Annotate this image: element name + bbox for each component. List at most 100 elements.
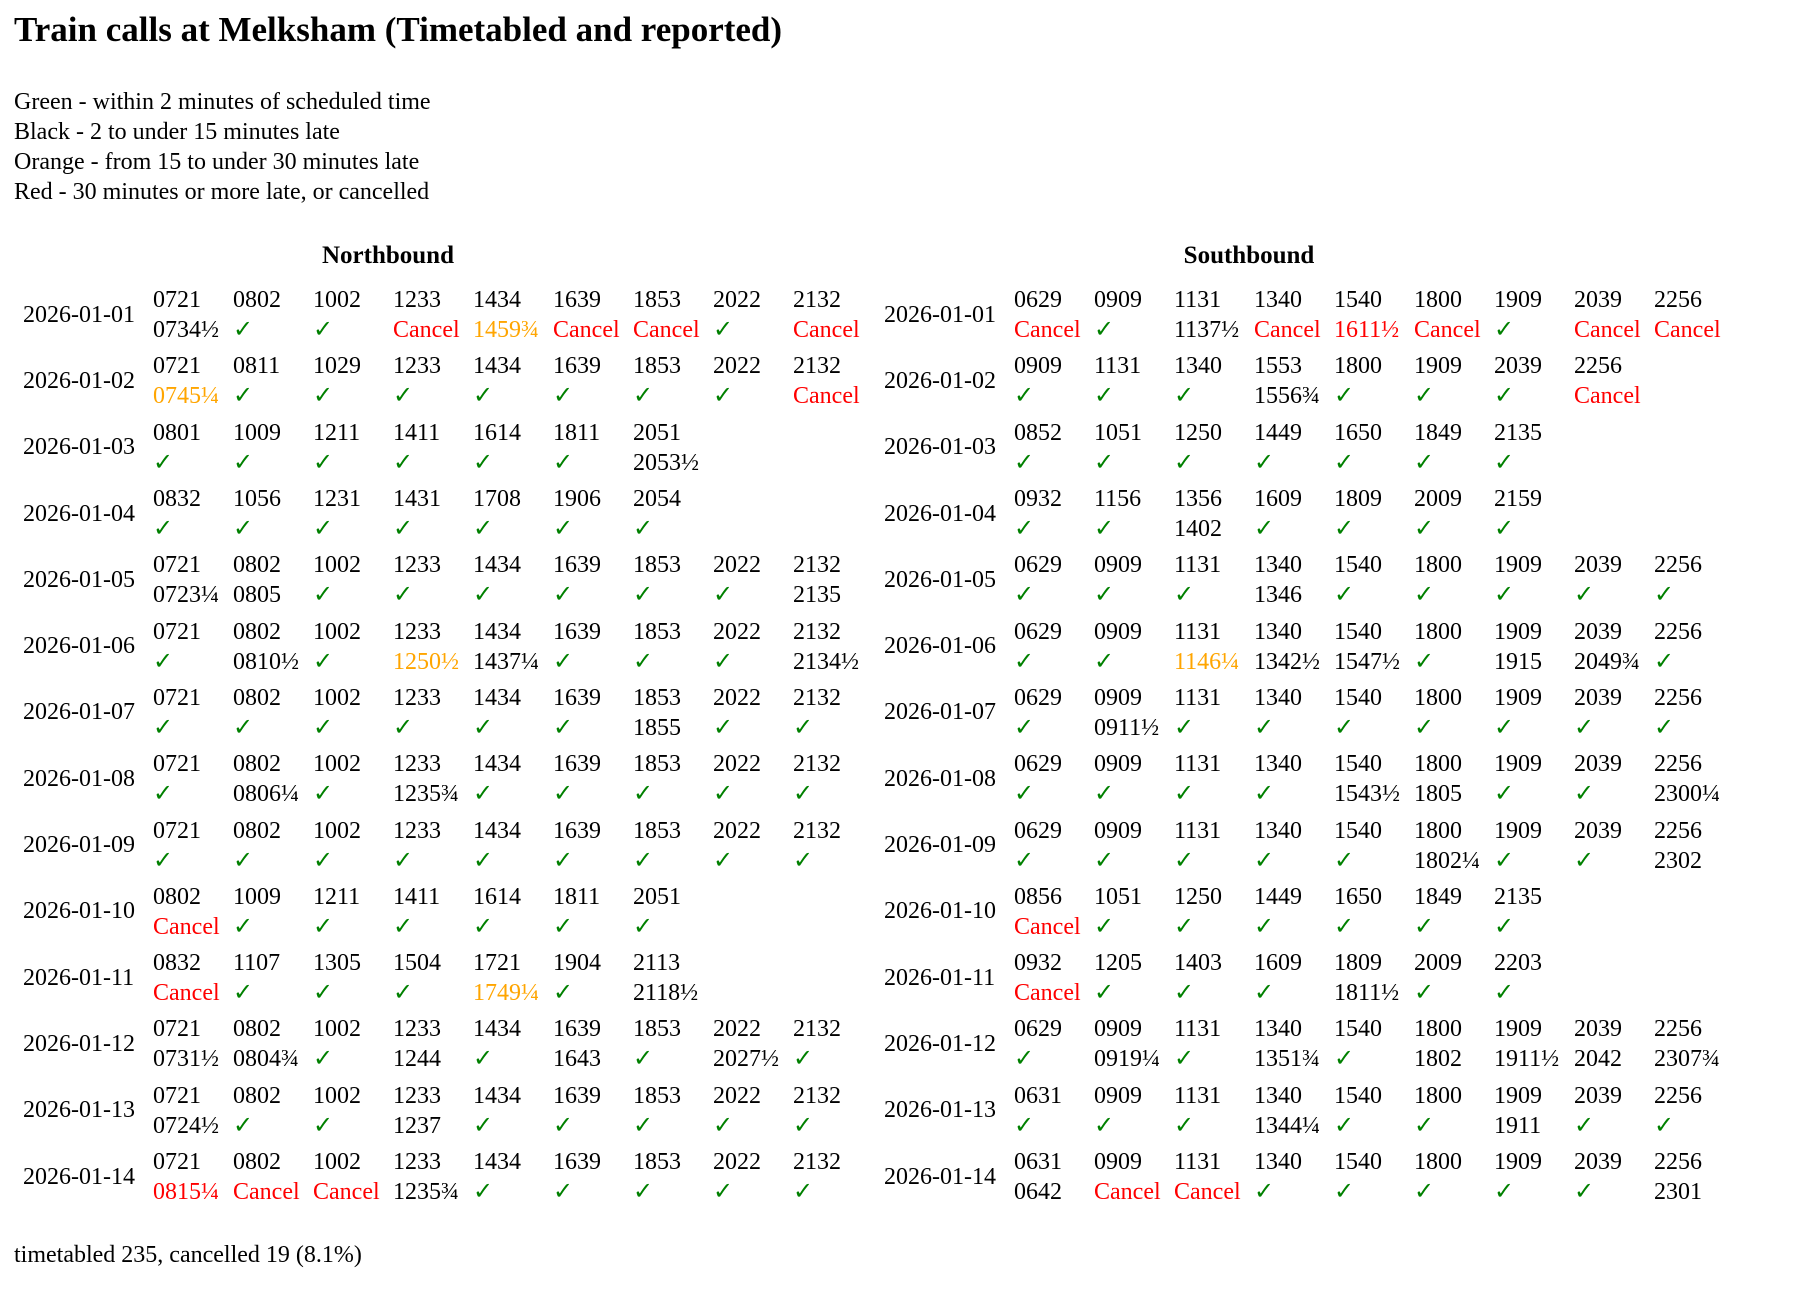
- reported-status: 0815¼: [153, 1179, 219, 1205]
- day-row: 2026-01-14 0721 0815¼ 0802 Cancel 1002 Cancel 1…: [23, 1144, 873, 1210]
- scheduled-time: 1434: [473, 552, 521, 579]
- train-call: 1029 ✓: [313, 351, 393, 411]
- train-call: 0932 Cancel: [1014, 948, 1094, 1008]
- reported-status: ✓: [1174, 714, 1195, 741]
- day-row: 2026-01-03 0801 ✓ 1009 ✓ 1211 ✓ 1411 ✓ 1614 ✓ 1811 ✓…: [23, 415, 873, 481]
- scheduled-time: 2113: [633, 950, 681, 977]
- reported-status: ✓: [313, 516, 334, 543]
- reported-status: ✓: [793, 781, 814, 808]
- train-call: 1708 ✓: [473, 484, 553, 544]
- scheduled-time: 2009: [1414, 950, 1462, 977]
- reported-status: ✓: [1174, 383, 1195, 410]
- train-call: 1553 1556¾: [1254, 351, 1334, 411]
- reported-status: 1802: [1414, 1046, 1462, 1073]
- scheduled-time: 2039: [1574, 1082, 1622, 1109]
- scheduled-time: 1156: [1094, 486, 1142, 513]
- scheduled-time: 1233: [393, 353, 441, 380]
- train-call: 1540 ✓: [1334, 1147, 1414, 1207]
- scheduled-time: 1853: [633, 552, 681, 579]
- reported-status: ✓: [1414, 582, 1435, 609]
- train-call: 1233 1235¾: [393, 749, 473, 809]
- reported-status: ✓: [1014, 1112, 1035, 1139]
- scheduled-time: 1211: [313, 883, 361, 910]
- reported-status: ✓: [553, 1112, 574, 1139]
- reported-status: 2301: [1654, 1179, 1702, 1205]
- train-call: 2039 Cancel: [1574, 285, 1654, 345]
- train-call: 1853 Cancel: [633, 285, 713, 345]
- train-call: 1853 ✓: [633, 550, 713, 610]
- scheduled-time: 1250: [1174, 883, 1222, 910]
- day-row: 2026-01-07 0721 ✓ 0802 ✓ 1002 ✓ 1233 ✓ 1434 ✓ 1639 ✓…: [23, 680, 873, 746]
- reported-status: ✓: [233, 449, 254, 476]
- scheduled-time: 1233: [393, 287, 441, 314]
- reported-status: ✓: [1414, 980, 1435, 1007]
- reported-status: ✓: [1494, 317, 1515, 344]
- reported-status: ✓: [1654, 714, 1675, 741]
- scheduled-time: 2022: [713, 618, 761, 645]
- scheduled-time: 1449: [1254, 419, 1302, 446]
- reported-status: 0734½: [153, 317, 219, 344]
- reported-status: ✓: [1414, 1179, 1435, 1205]
- reported-status: ✓: [1014, 582, 1035, 609]
- scheduled-time: 2132: [793, 817, 841, 844]
- scheduled-time: 1211: [313, 419, 361, 446]
- reported-status: ✓: [1174, 1046, 1195, 1073]
- day-row: 2026-01-07 0629 ✓ 0909 0911½ 1131 ✓ 1340 ✓ 1540 ✓ 1…: [884, 680, 1734, 746]
- reported-status: ✓: [1334, 449, 1355, 476]
- reported-status: 0724½: [153, 1112, 219, 1139]
- reported-status: ✓: [1334, 383, 1355, 410]
- train-call: 1540 1611½: [1334, 285, 1414, 345]
- train-call: 1540 1547½: [1334, 617, 1414, 677]
- date: 2026-01-01: [23, 301, 135, 328]
- reported-status: ✓: [473, 582, 494, 609]
- reported-status: 1235¾: [393, 1179, 459, 1205]
- reported-status: ✓: [473, 847, 494, 874]
- train-call: 1231 ✓: [313, 484, 393, 544]
- train-call: 2256 ✓: [1654, 683, 1734, 743]
- scheduled-time: 1231: [313, 486, 361, 513]
- scheduled-time: 1800: [1414, 552, 1462, 579]
- scheduled-time: 1340: [1254, 618, 1302, 645]
- date: 2026-01-05: [23, 566, 135, 593]
- reported-status: ✓: [233, 1112, 254, 1139]
- train-call: 1233 1250½: [393, 617, 473, 677]
- date: 2026-01-14: [23, 1163, 135, 1190]
- scheduled-time: 1614: [473, 419, 521, 446]
- train-call: 1639 Cancel: [553, 285, 633, 345]
- train-call: 1906 ✓: [553, 484, 633, 544]
- reported-status: 0745¼: [153, 383, 219, 410]
- date: 2026-01-02: [884, 367, 996, 394]
- scheduled-time: 1449: [1254, 883, 1302, 910]
- scheduled-time: 1056: [233, 486, 281, 513]
- train-call: 2256 Cancel: [1574, 351, 1654, 411]
- reported-status: ✓: [153, 449, 174, 476]
- train-call: 1211 ✓: [313, 418, 393, 478]
- reported-status: Cancel: [1574, 383, 1641, 410]
- reported-status: 1351¾: [1254, 1046, 1320, 1073]
- reported-status: 1749¼: [473, 980, 539, 1007]
- train-call: 2132 2135: [793, 550, 873, 610]
- reported-status: ✓: [1334, 714, 1355, 741]
- scheduled-time: 1131: [1174, 552, 1222, 579]
- scheduled-time: 2256: [1654, 751, 1702, 778]
- train-call: 2256 ✓: [1654, 617, 1734, 677]
- scheduled-time: 0802: [233, 751, 281, 778]
- reported-status: ✓: [153, 781, 174, 808]
- reported-status: ✓: [1494, 516, 1515, 543]
- train-call: 1639 ✓: [553, 749, 633, 809]
- scheduled-time: 1800: [1414, 751, 1462, 778]
- reported-status: ✓: [233, 714, 254, 741]
- date: 2026-01-14: [884, 1163, 996, 1190]
- reported-status: 0911½: [1094, 714, 1160, 741]
- train-call: 0721 ✓: [153, 683, 233, 743]
- reported-status: ✓: [233, 847, 254, 874]
- train-call: 0721 0734½: [153, 285, 233, 345]
- scheduled-time: 1811: [553, 883, 601, 910]
- scheduled-time: 1411: [393, 883, 441, 910]
- scheduled-time: 0721: [153, 1016, 201, 1043]
- table-heading: Northbound: [322, 242, 454, 269]
- reported-status: ✓: [1494, 913, 1515, 940]
- reported-status: ✓: [1494, 1179, 1515, 1205]
- scheduled-time: 2051: [633, 419, 681, 446]
- date: 2026-01-02: [23, 367, 135, 394]
